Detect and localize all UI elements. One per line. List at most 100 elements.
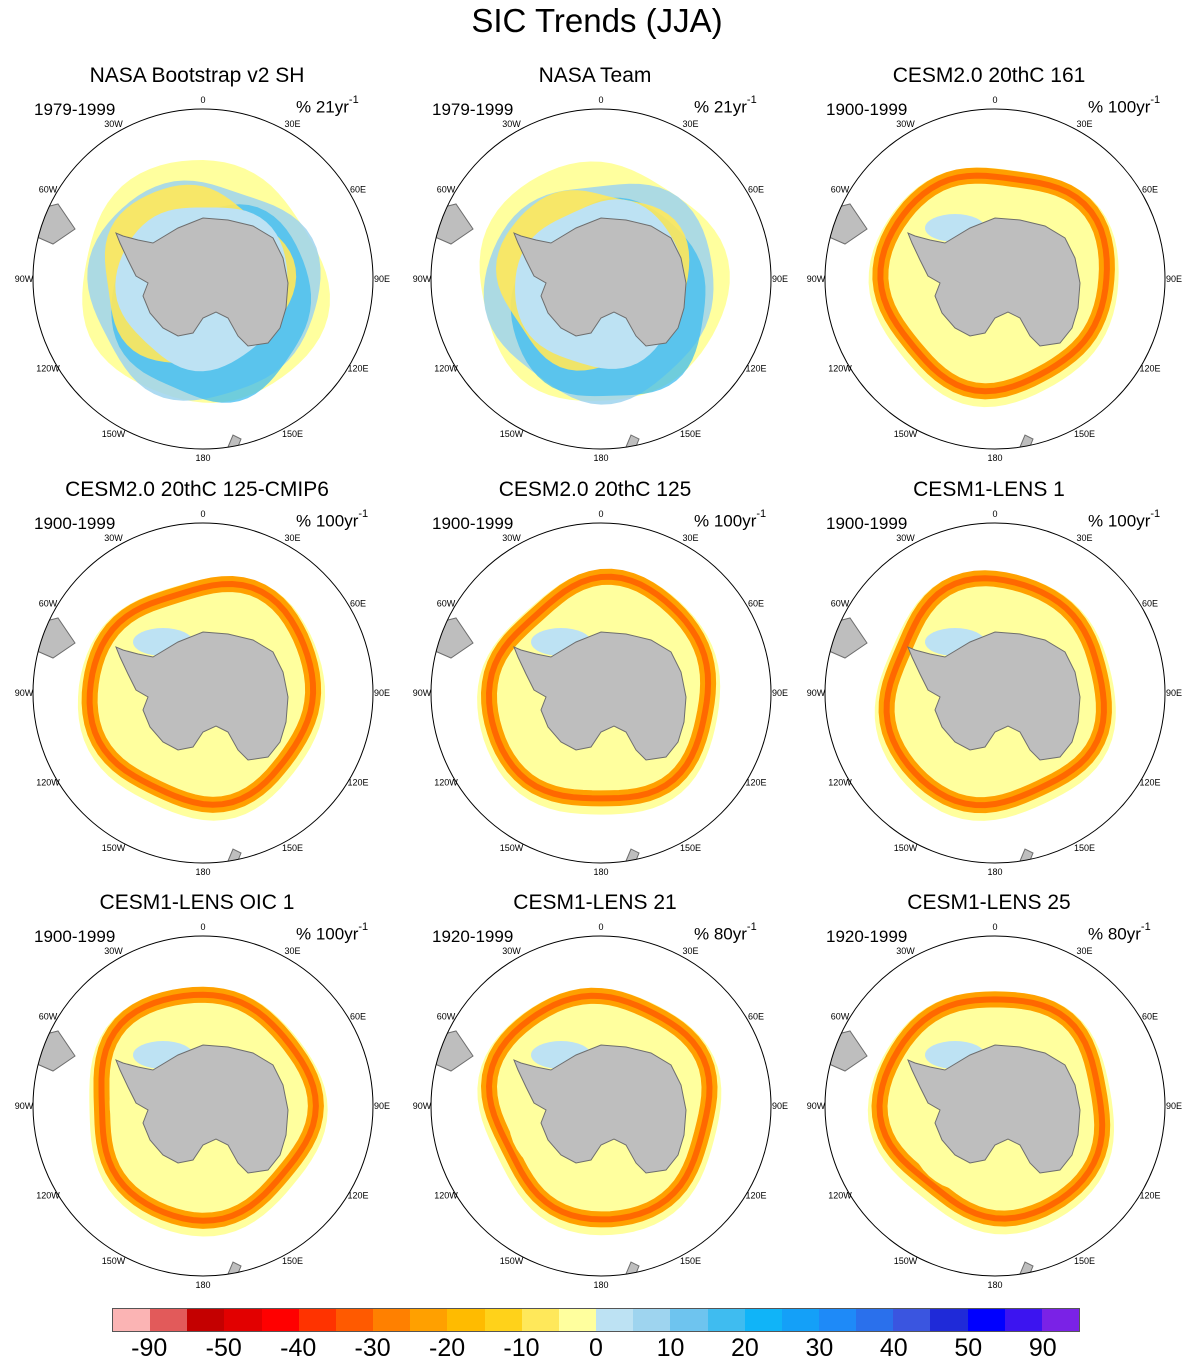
longitude-label: 0 (992, 509, 997, 519)
longitude-label: 30E (284, 119, 300, 129)
polar-stereographic-map: 0 30E 60E 90E 120E 150E 180 150W 120W 90W 60W 30W (807, 95, 1182, 463)
map-panel: CESM2.0 20thC 125 1900-1999 % 100yr-1 0 30E 6… (398, 478, 792, 878)
units-exponent: -1 (358, 508, 369, 520)
map-panel: CESM1-LENS 1 1900-1999 % 100yr-1 0 30E 60E 90E… (792, 478, 1186, 878)
longitude-label: 90W (15, 274, 34, 284)
longitude-label: 90E (1166, 274, 1182, 284)
longitude-label: 180 (593, 453, 608, 463)
units-text: % 21yr (694, 97, 747, 117)
longitude-label: 30E (284, 946, 300, 956)
longitude-label: 90W (807, 1101, 826, 1111)
panel-period: 1900-1999 (826, 100, 908, 119)
map-boundary (824, 108, 1166, 450)
colorbar-swatch (670, 1309, 708, 1331)
colorbar-swatch (484, 1309, 522, 1331)
panel-units: % 100yr-1 (1088, 508, 1160, 532)
panel-title: CESM2.0 20thC 161 (892, 64, 1086, 87)
colorbar-tick-label: -90 (131, 1334, 168, 1362)
longitude-label: 120E (1139, 364, 1160, 374)
antarctica-landmass (513, 217, 687, 347)
map-boundary (430, 935, 772, 1277)
longitude-label: 180 (987, 1280, 1002, 1290)
panel-title: NASA Team (538, 64, 652, 87)
colorbar-swatch (707, 1309, 745, 1331)
panel-title: CESM2.0 20thC 125-CMIP6 (65, 478, 329, 501)
colorbar-swatch (967, 1309, 1005, 1331)
units-exponent: -1 (358, 921, 369, 933)
panel-period: 1920-1999 (432, 927, 514, 946)
colorbar-tick-label: -10 (503, 1334, 540, 1362)
longitude-label: 60W (831, 1012, 850, 1022)
panel-period: 1900-1999 (34, 514, 116, 533)
longitude-label: 60E (1142, 599, 1158, 609)
negative-trend-core (485, 992, 713, 1223)
longitude-label: 30E (682, 119, 698, 129)
longitude-label: 150E (680, 429, 701, 439)
longitude-label: 30W (896, 533, 915, 543)
colorbar-swatch (1004, 1309, 1042, 1331)
longitude-label: 150E (1074, 843, 1095, 853)
panel-period: 1979-1999 (432, 100, 514, 119)
panel-title: CESM1-LENS OIC 1 (99, 891, 295, 914)
colorbar-tick-label: 0 (589, 1334, 603, 1362)
longitude-label: 60E (350, 185, 366, 195)
antarctica-landmass (115, 631, 289, 761)
map-panel: CESM1-LENS 25 1920-1999 % 80yr-1 0 30E 60E 90E… (792, 891, 1186, 1291)
longitude-label: 120E (745, 1191, 766, 1201)
longitude-label: 150W (102, 429, 126, 439)
longitude-label: 150E (282, 1256, 303, 1266)
longitude-label: 150W (500, 429, 524, 439)
longitude-label: 120W (828, 778, 852, 788)
panel-units: % 21yr-1 (296, 94, 359, 118)
colorbar-swatch (335, 1309, 374, 1331)
colorbar-tick-label: -50 (205, 1334, 242, 1362)
longitude-label: 90W (15, 688, 34, 698)
antarctica-landmass (907, 631, 1081, 761)
longitude-label: 120E (347, 364, 368, 374)
colorbar-tick-label: -40 (280, 1334, 317, 1362)
panel-period: 1900-1999 (34, 927, 116, 946)
longitude-label: 30E (1076, 119, 1092, 129)
colorbar-swatch (298, 1309, 336, 1331)
colorbar-swatch (113, 1309, 151, 1331)
map-panel: CESM1-LENS OIC 1 1900-1999 % 100yr-1 0 30E 60… (0, 891, 394, 1291)
longitude-label: 150W (500, 1256, 524, 1266)
longitude-label: 60E (350, 599, 366, 609)
polar-stereographic-map: 0 30E 60E 90E 120E 150E 180 150W 120W 90W 60W 30W (15, 95, 390, 463)
longitude-label: 90E (1166, 688, 1182, 698)
longitude-label: 0 (598, 922, 603, 932)
colorbar-tick-label: 40 (879, 1334, 908, 1362)
longitude-label: 150E (282, 429, 303, 439)
longitude-label: 180 (195, 867, 210, 877)
longitude-label: 30E (1076, 533, 1092, 543)
antarctica-landmass (115, 1044, 289, 1174)
longitude-label: 120W (828, 1191, 852, 1201)
colorbar-tick-label: 20 (730, 1334, 759, 1362)
longitude-label: 150E (680, 1256, 701, 1266)
map-panel: CESM2.0 20thC 125-CMIP6 1900-1999 % 100yr-… (0, 478, 394, 878)
longitude-label: 120W (36, 1191, 60, 1201)
longitude-label: 0 (992, 95, 997, 105)
longitude-label: 120E (347, 1191, 368, 1201)
longitude-label: 90W (807, 274, 826, 284)
panel-units: % 80yr-1 (1088, 921, 1151, 945)
colorbar-swatch (373, 1309, 411, 1331)
longitude-label: 180 (987, 867, 1002, 877)
negative-trend-core (98, 991, 319, 1224)
longitude-label: 150E (680, 843, 701, 853)
colorbar-swatch (633, 1309, 671, 1331)
longitude-label: 0 (598, 509, 603, 519)
longitude-label: 120E (347, 778, 368, 788)
longitude-label: 90E (1166, 1101, 1182, 1111)
map-boundary (32, 522, 374, 864)
colorbar-swatch (261, 1309, 299, 1331)
map-boundary (430, 108, 772, 450)
units-exponent: -1 (746, 94, 757, 106)
panel-units: % 80yr-1 (694, 921, 757, 945)
longitude-label: 120W (828, 364, 852, 374)
colorbar-swatch (893, 1309, 931, 1331)
longitude-label: 0 (200, 95, 205, 105)
map-boundary (32, 935, 374, 1277)
longitude-label: 90E (772, 688, 788, 698)
units-text: % 100yr (1088, 511, 1151, 531)
